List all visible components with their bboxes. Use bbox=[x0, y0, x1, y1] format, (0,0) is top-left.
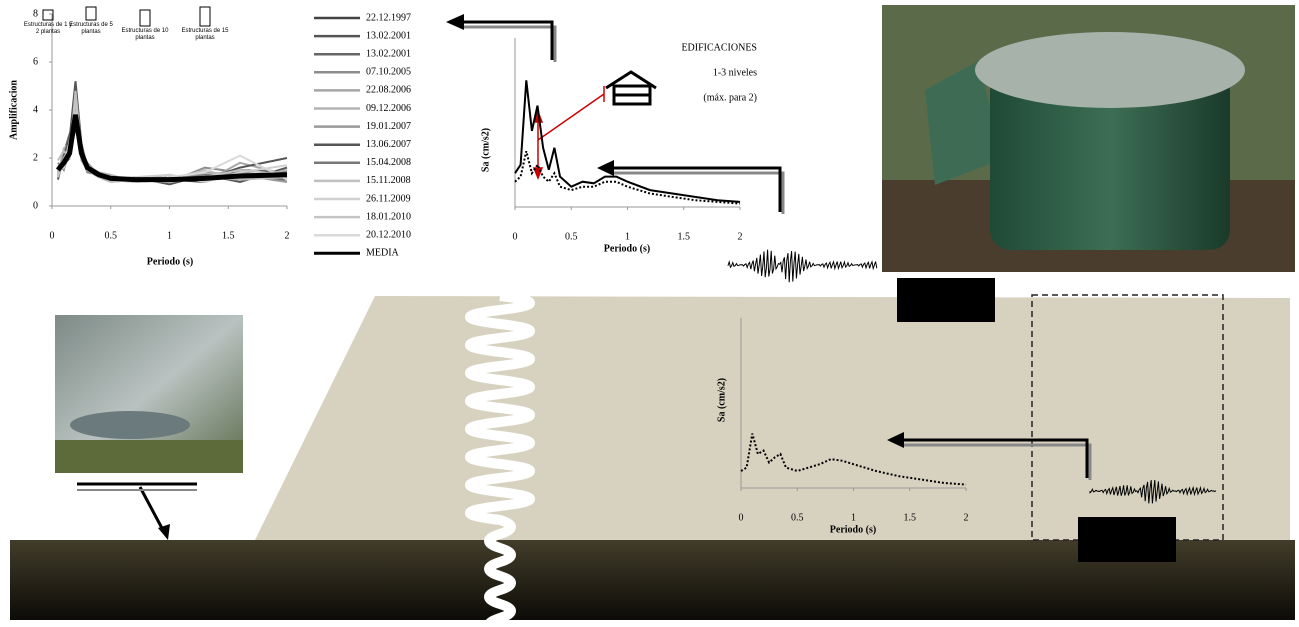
x-tick-label: 0 bbox=[50, 230, 55, 241]
black-box bbox=[1078, 517, 1176, 562]
annotation: Estructuras de 5 plantas bbox=[66, 22, 116, 36]
y-axis-label: Amplificacion bbox=[8, 80, 19, 140]
canvas: 00.511.5202468Periodo (s)Amplificacion22… bbox=[0, 0, 1299, 627]
legend-label: 22.12.1997 bbox=[366, 12, 411, 23]
red-markers bbox=[534, 86, 604, 178]
x-axis-label: Periodo (s) bbox=[604, 243, 650, 254]
x-tick-label: 2 bbox=[964, 512, 969, 523]
legend-label: 13.02.2001 bbox=[366, 30, 411, 41]
building-icon bbox=[140, 10, 150, 26]
legend-label: 22.08.2006 bbox=[366, 85, 411, 96]
legend-label: 20.12.2010 bbox=[366, 229, 411, 240]
legend-label: 09.12.2006 bbox=[366, 103, 411, 114]
seismogram bbox=[728, 250, 877, 283]
x-axis-label: Periodo (s) bbox=[830, 524, 876, 535]
legend-label: 15.11.2008 bbox=[366, 175, 411, 186]
x-tick-label: 1 bbox=[851, 512, 856, 523]
annotation: Estructuras de 15 plantas bbox=[180, 28, 230, 42]
photo-rock bbox=[55, 315, 243, 473]
annotation: 1-3 niveles bbox=[713, 67, 757, 78]
annotation: (máx. para 2) bbox=[703, 92, 757, 103]
figure: 00.511.5202468Periodo (s)Amplificacion22… bbox=[0, 0, 1299, 627]
x-tick-label: 1 bbox=[625, 231, 630, 242]
house-icon bbox=[606, 72, 656, 104]
legend-label: 13.02.2001 bbox=[366, 48, 411, 59]
y-tick-label: 8 bbox=[33, 8, 38, 19]
x-tick-label: 1.5 bbox=[678, 231, 691, 242]
x-axis-label: Periodo (s) bbox=[147, 256, 193, 267]
y-tick-label: 2 bbox=[33, 152, 38, 163]
x-tick-label: 0.5 bbox=[105, 230, 118, 241]
x-tick-label: 2 bbox=[285, 230, 290, 241]
black-box bbox=[897, 278, 995, 322]
annotation: Estructuras de 10 plantas bbox=[120, 28, 170, 42]
x-tick-label: 0.5 bbox=[565, 231, 578, 242]
x-tick-label: 1 bbox=[167, 230, 172, 241]
legend-label: 07.10.2005 bbox=[366, 67, 411, 78]
x-tick-label: 0.5 bbox=[791, 512, 804, 523]
y-axis-label: Sa (cm/s2) bbox=[480, 128, 491, 172]
legend-label: 13.06.2007 bbox=[366, 139, 411, 150]
x-tick-label: 1.5 bbox=[222, 230, 235, 241]
legend-label: 26.11.2009 bbox=[366, 193, 411, 204]
x-tick-label: 0 bbox=[739, 512, 744, 523]
x-tick-label: 1.5 bbox=[904, 512, 917, 523]
x-tick-label: 0 bbox=[513, 231, 518, 242]
building-icon bbox=[86, 7, 96, 20]
data-line bbox=[515, 151, 740, 203]
building-icon bbox=[200, 7, 210, 26]
annotation: EDIFICACIONES bbox=[681, 42, 757, 53]
legend-label: MEDIA bbox=[366, 248, 400, 259]
legend-label: 15.04.2008 bbox=[366, 157, 411, 168]
soil-layer bbox=[255, 296, 1290, 540]
x-tick-label: 2 bbox=[738, 231, 743, 242]
legend-label: 18.01.2010 bbox=[366, 211, 411, 222]
legend-label: 19.01.2007 bbox=[366, 121, 411, 132]
y-axis-label: Sa (cm/s2) bbox=[716, 378, 727, 422]
y-tick-label: 4 bbox=[33, 104, 38, 115]
photo-tank bbox=[882, 5, 1295, 272]
y-tick-label: 6 bbox=[33, 56, 38, 67]
y-tick-label: 0 bbox=[33, 200, 38, 211]
